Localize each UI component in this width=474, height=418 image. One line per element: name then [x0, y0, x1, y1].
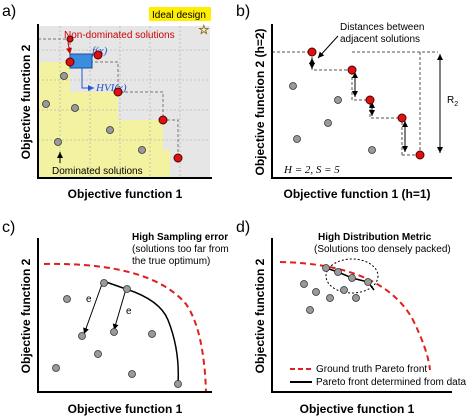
- dense-cluster-ellipse: [325, 258, 379, 294]
- pareto-point: [334, 268, 342, 276]
- distances-label-2: adjacent solutions: [340, 34, 420, 45]
- panel-a-xlabel: Objective function 1: [68, 187, 183, 201]
- panel-c-subtitle-1: (solutions too far from: [132, 244, 229, 255]
- legend-ground-truth: Ground truth Pareto front: [316, 364, 427, 375]
- data-point: [110, 328, 118, 336]
- panel-d-letter: d): [236, 219, 250, 236]
- pareto-point: [364, 278, 372, 286]
- dominated-point: [289, 82, 297, 90]
- panel-b-ylabel: Objective function 2 (h=2): [253, 28, 267, 175]
- pareto-point: [113, 87, 123, 97]
- data-point: [300, 280, 308, 288]
- panel-c-xlabel: Objective function 1: [68, 402, 183, 416]
- panel-b-xlabel: Objective function 1 (h=1): [283, 187, 430, 201]
- distances-label-1: Distances between: [340, 22, 425, 33]
- pareto-point: [365, 95, 375, 105]
- panel-c-subtitle-2: the true optimum): [132, 256, 210, 267]
- panel-c-letter: c): [2, 219, 15, 236]
- data-point: [306, 306, 314, 314]
- panel-d: d) High Distribution Metric (Solutions t…: [236, 219, 467, 416]
- dominated-label: Dominated solutions: [52, 166, 143, 177]
- nondominated-label: Non-dominated solutions: [64, 30, 175, 41]
- data-point: [128, 370, 136, 378]
- panel-c-title: High Sampling error: [132, 232, 228, 243]
- panel-c-axes: [37, 238, 212, 393]
- r2-label: R2: [447, 95, 458, 108]
- pareto-point: [174, 380, 182, 388]
- pareto-point: [397, 113, 407, 123]
- pareto-point: [123, 285, 131, 293]
- pareto-point: [348, 274, 356, 282]
- panel-d-subtitle: (Solutions too densely packed): [314, 244, 451, 255]
- hvi-arrow: [81, 68, 94, 91]
- dominated-point: [106, 126, 114, 134]
- error-label: e: [126, 306, 132, 317]
- dominated-region: [38, 62, 170, 178]
- panel-d-xlabel: Objective function 1: [300, 402, 415, 416]
- panel-a: a) Ideal design ☆ Non-dominated solution…: [2, 3, 212, 201]
- pareto-point: [65, 57, 75, 67]
- data-point: [312, 288, 320, 296]
- dominated-point: [368, 146, 376, 154]
- pareto-point: [158, 115, 168, 125]
- panel-d-ylabel: Objective function 2: [253, 258, 267, 373]
- pareto-point: [347, 65, 357, 75]
- panel-b-letter: b): [236, 3, 250, 20]
- panel-d-title: High Distribution Metric: [318, 232, 432, 243]
- data-point: [352, 294, 360, 302]
- distances-pointer: [317, 35, 339, 59]
- panel-d-axes: [271, 238, 452, 393]
- star-icon: ☆: [198, 22, 210, 37]
- error-arrow: [112, 288, 127, 331]
- data-point: [326, 294, 334, 302]
- error-arrow: [83, 283, 103, 335]
- dominated-point: [42, 100, 50, 108]
- data-point: [340, 286, 348, 294]
- panel-c-ylabel: Objective function 2: [19, 258, 33, 373]
- dominated-point: [54, 138, 62, 146]
- panel-c: c) High Sampling error (solutions too fa…: [2, 219, 229, 416]
- grid-lines: [38, 26, 210, 178]
- error-label: e: [86, 294, 92, 305]
- nondominated-arrow: [66, 41, 72, 55]
- pareto-point: [100, 279, 108, 287]
- data-point: [148, 330, 156, 338]
- pareto-point-new: [93, 50, 103, 60]
- data-point: [63, 295, 71, 303]
- ground-truth-front: [43, 262, 207, 393]
- panel-a-letter: a): [2, 3, 16, 20]
- panel-b: b) Distances between adjacent solutions …: [236, 3, 458, 201]
- params-label: H = 2, S = 5: [283, 164, 340, 176]
- panel-a-ylabel: Objective function 2: [19, 44, 33, 159]
- panel-a-axes: [37, 24, 212, 179]
- pareto-point: [307, 47, 317, 57]
- ideal-design-label: Ideal design: [152, 10, 206, 21]
- dominated-point: [71, 104, 79, 112]
- pareto-point: [322, 264, 330, 272]
- pareto-point: [415, 150, 425, 160]
- dominated-point: [324, 119, 332, 127]
- data-point: [52, 364, 60, 372]
- dominated-point: [60, 72, 68, 80]
- pareto-point: [173, 153, 183, 163]
- ideal-design-highlight: [149, 7, 211, 21]
- legend-determined: Pareto front determined from data: [316, 377, 467, 388]
- dominated-point: [293, 135, 301, 143]
- pareto-point: [66, 35, 74, 43]
- determined-front: [105, 281, 180, 385]
- dominated-point: [334, 96, 342, 104]
- panel-b-axes: [271, 24, 452, 179]
- data-point: [94, 350, 102, 358]
- dominated-point: [138, 146, 146, 154]
- data-point: [78, 332, 86, 340]
